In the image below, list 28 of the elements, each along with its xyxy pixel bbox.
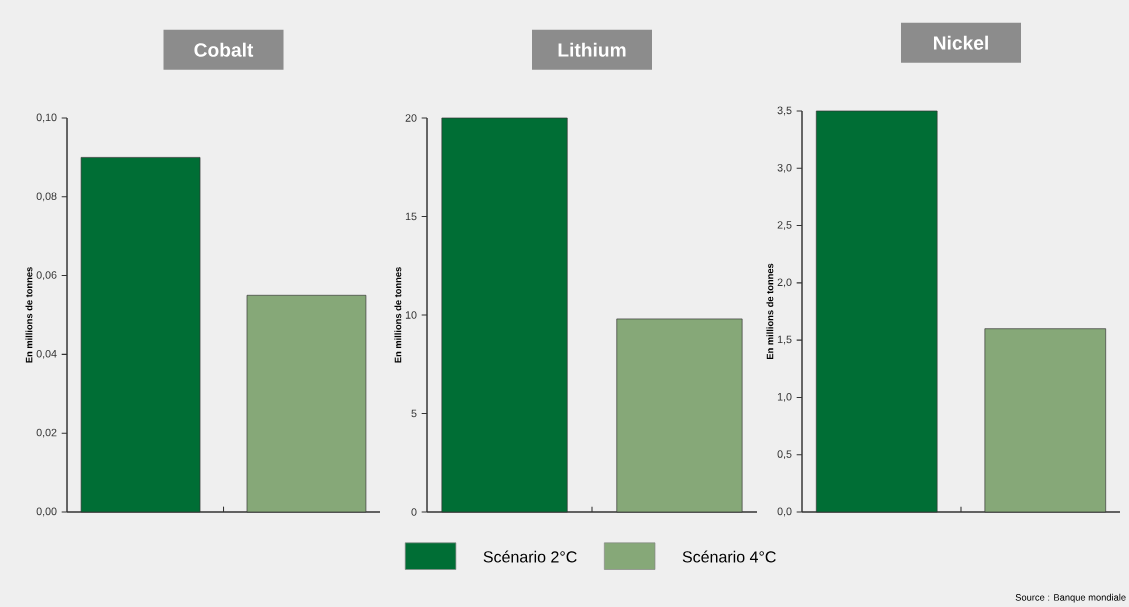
y-tick-label: 20 xyxy=(405,114,417,122)
y-tick-label: 0,08 xyxy=(36,192,57,202)
chart-title: Lithium xyxy=(558,42,626,57)
y-tick-label: 1,0 xyxy=(777,393,792,402)
y-axis-title: En millions de tonnes xyxy=(394,267,402,363)
y-tick-label: 0,06 xyxy=(36,271,57,280)
source-note: Source : Banque mondiale xyxy=(1015,593,1126,603)
y-axis-title: En millions de tonnes xyxy=(25,267,33,363)
y-tick-label: 5 xyxy=(411,409,417,418)
y-tick-label: 2,0 xyxy=(777,278,792,288)
y-tick-label: 0,0 xyxy=(777,507,792,517)
y-tick-label: 10 xyxy=(405,311,417,319)
y-tick-label: 3,5 xyxy=(777,106,792,116)
y-axis-title: En millions de tonnes xyxy=(766,263,774,360)
y-tick-label: 1,5 xyxy=(777,335,792,345)
chart-title: Nickel xyxy=(933,35,988,50)
y-tick-label: 0,00 xyxy=(36,507,57,517)
y-tick-label: 0,04 xyxy=(36,349,57,359)
y-tick-label: 0,5 xyxy=(777,450,792,460)
y-tick-label: 0,02 xyxy=(36,428,57,438)
legend-label: Scénario 4°C xyxy=(682,550,776,563)
legend-label: Scénario 2°C xyxy=(483,550,577,563)
y-tick-label: 0,10 xyxy=(36,113,57,123)
y-tick-label: 15 xyxy=(405,212,417,221)
y-tick-label: 0 xyxy=(411,508,417,516)
chart-title: Cobalt xyxy=(194,42,254,57)
y-tick-label: 3,0 xyxy=(777,163,792,173)
y-tick-label: 2,5 xyxy=(777,221,792,230)
